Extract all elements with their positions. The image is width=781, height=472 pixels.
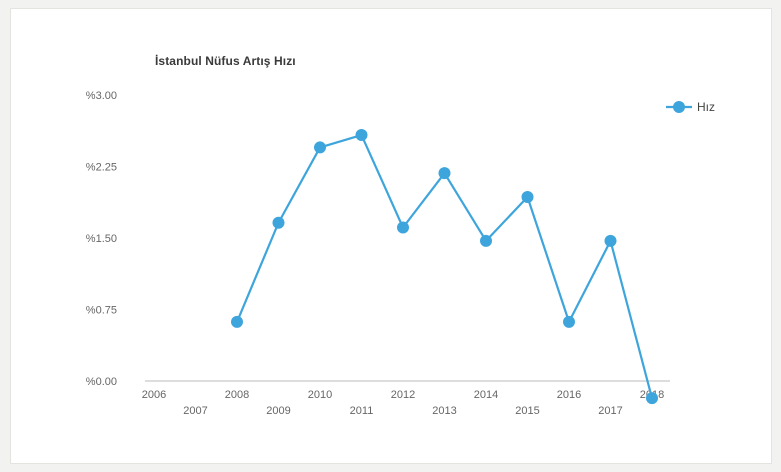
data-point[interactable] [355,129,368,142]
x-tick-label: 2017 [598,405,622,417]
y-tick-label: %0.75 [86,305,117,317]
data-point[interactable] [646,392,658,405]
data-point[interactable] [563,315,575,328]
data-point[interactable] [521,191,534,204]
legend-label: Hız [697,100,715,114]
x-tick-label: 2016 [557,389,581,401]
x-tick-label: 2010 [308,389,332,401]
x-tick-label: 2008 [225,389,249,401]
chart-title: İstanbul Nüfus Artış Hızı [155,54,296,68]
chart-panel [10,8,772,464]
y-tick-label: %0.00 [86,376,117,388]
data-point[interactable] [438,167,451,180]
data-point[interactable] [604,234,617,247]
x-tick-label: 2015 [515,405,539,417]
x-tick-label: 2013 [432,405,456,417]
x-tick-label: 2012 [391,389,415,401]
data-point[interactable] [272,216,285,229]
y-tick-label: %3.00 [86,90,117,102]
x-tick-label: 2014 [474,389,498,401]
data-point[interactable] [480,234,492,247]
x-tick-label: 2007 [183,405,207,417]
x-tick-label: 2011 [350,405,374,417]
legend-marker [673,101,685,113]
x-tick-label: 2006 [142,389,166,401]
x-tick-label: 2009 [266,405,290,417]
data-point[interactable] [314,141,326,154]
y-tick-label: %1.50 [86,233,117,245]
y-tick-label: %2.25 [86,162,117,174]
data-point[interactable] [231,315,243,328]
data-point[interactable] [397,221,409,234]
